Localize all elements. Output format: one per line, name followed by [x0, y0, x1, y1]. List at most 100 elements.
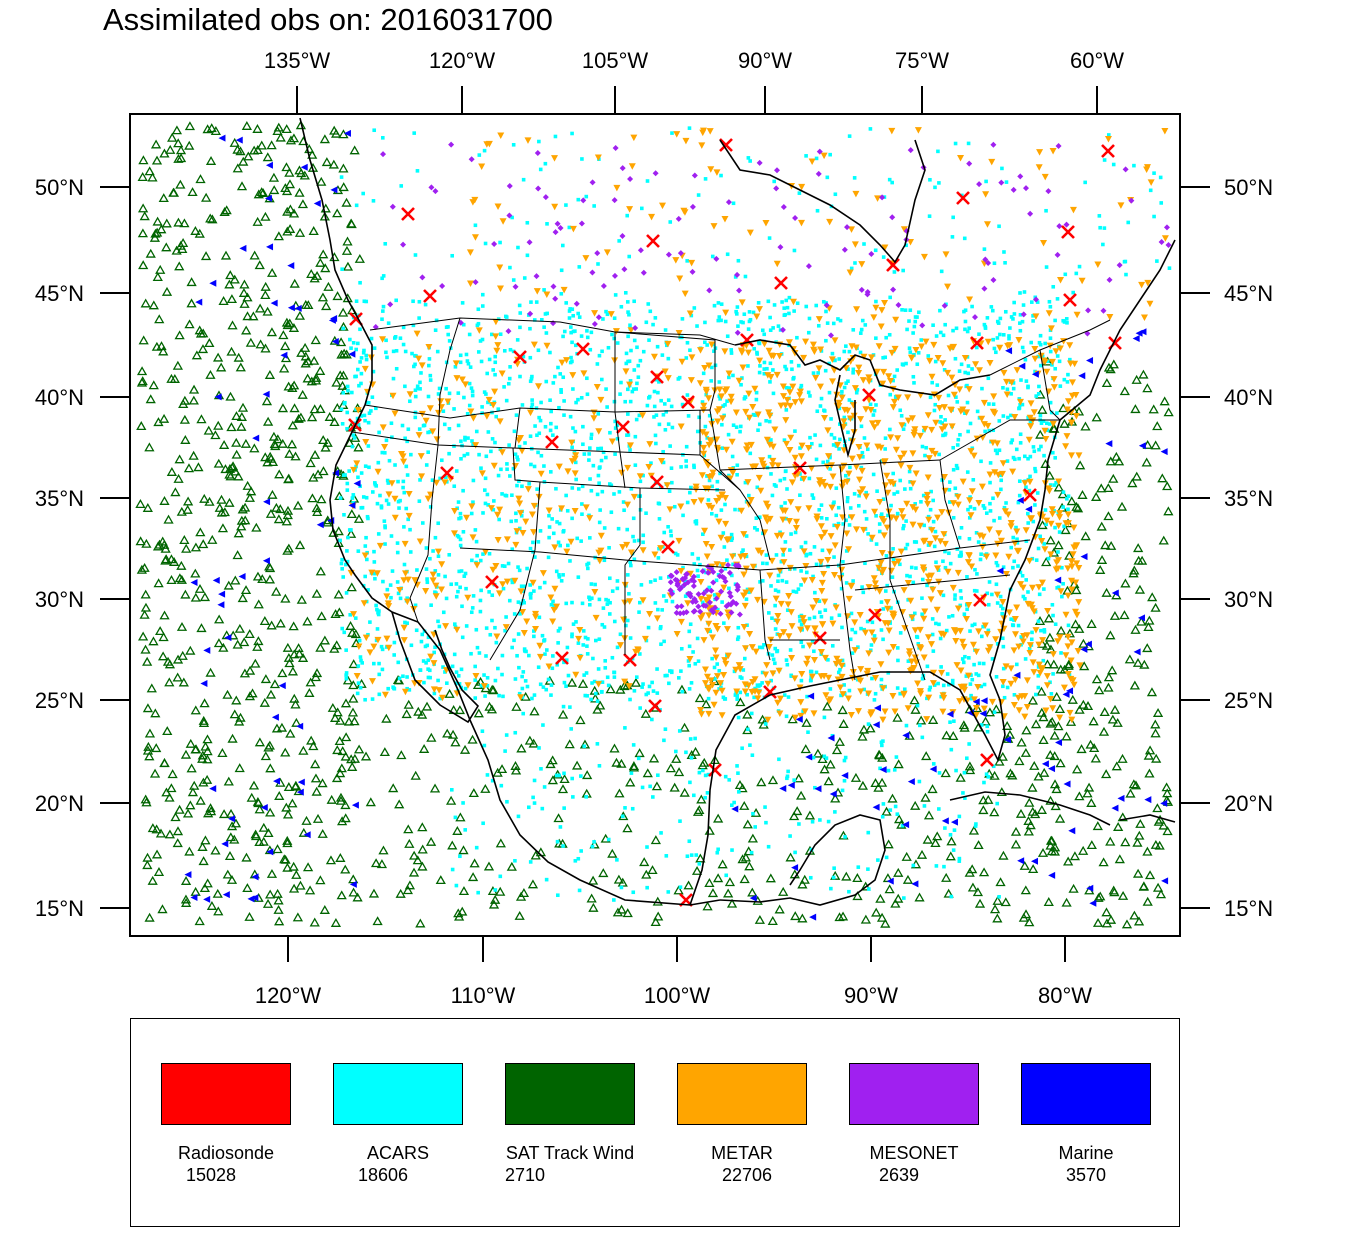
acars-marker	[633, 463, 638, 467]
sat-track-wind-marker	[231, 437, 242, 447]
acars-marker	[641, 682, 645, 686]
sat-track-wind-marker	[234, 716, 245, 726]
acars-marker	[916, 351, 921, 355]
sat-track-wind-marker	[1035, 429, 1046, 439]
acars-marker	[459, 439, 463, 444]
acars-marker	[1029, 637, 1034, 642]
sat-track-wind-marker	[1019, 860, 1030, 870]
metar-marker	[713, 561, 721, 568]
sat-track-wind-marker	[346, 582, 357, 592]
acars-marker	[920, 612, 924, 617]
acars-marker	[730, 573, 734, 578]
acars-marker	[930, 380, 934, 385]
acars-marker	[697, 770, 702, 775]
acars-marker	[936, 681, 940, 686]
acars-marker	[669, 466, 674, 470]
metar-marker	[745, 501, 753, 509]
metar-marker	[530, 502, 538, 510]
acars-marker	[516, 457, 520, 462]
sat-track-wind-marker	[413, 706, 424, 716]
acars-marker	[339, 175, 344, 179]
sat-track-wind-marker	[692, 806, 704, 816]
sat-track-wind-marker	[1096, 483, 1107, 493]
acars-marker	[392, 640, 397, 645]
metar-marker	[1066, 342, 1074, 349]
metar-marker	[622, 368, 630, 375]
acars-marker	[1056, 585, 1061, 589]
acars-marker	[853, 261, 857, 265]
acars-marker	[375, 627, 380, 631]
metar-marker	[697, 706, 705, 714]
sat-track-wind-marker	[284, 318, 295, 328]
acars-marker	[1159, 201, 1164, 205]
sat-track-wind-marker	[164, 677, 175, 687]
metar-marker	[931, 535, 939, 542]
acars-marker	[808, 551, 813, 556]
acars-marker	[881, 355, 885, 360]
metar-marker	[1042, 707, 1050, 714]
sat-track-wind-marker	[1103, 511, 1114, 521]
sat-track-wind-marker	[280, 353, 292, 363]
acars-marker	[443, 670, 447, 674]
acars-marker	[421, 423, 426, 428]
sat-track-wind-marker	[605, 684, 616, 694]
metar-marker	[705, 710, 713, 718]
acars-marker	[415, 568, 419, 572]
acars-marker	[535, 433, 539, 438]
acars-marker	[922, 428, 926, 433]
acars-marker	[866, 867, 870, 871]
sat-track-wind-marker	[484, 701, 495, 711]
acars-marker	[895, 686, 900, 690]
acars-marker	[551, 599, 555, 604]
sat-track-wind-marker	[316, 494, 327, 504]
acars-marker	[480, 292, 485, 297]
metar-marker	[773, 371, 781, 379]
metar-marker	[935, 394, 943, 402]
metar-marker	[916, 522, 924, 530]
acars-marker	[738, 690, 743, 695]
acars-marker	[977, 661, 982, 666]
metar-marker	[940, 531, 948, 538]
sat-track-wind-marker	[137, 376, 148, 386]
acars-marker	[538, 682, 543, 687]
acars-marker	[709, 379, 713, 383]
sat-track-wind-marker	[417, 822, 428, 832]
acars-marker	[1039, 628, 1043, 633]
sat-track-wind-marker	[483, 861, 495, 871]
metar-marker	[931, 450, 939, 458]
sat-track-wind-marker	[1054, 813, 1066, 823]
acars-marker	[757, 422, 762, 427]
acars-marker	[973, 824, 978, 828]
acars-marker	[932, 544, 937, 549]
sat-track-wind-marker	[320, 442, 331, 452]
acars-marker	[994, 674, 999, 679]
sat-track-wind-marker	[1020, 885, 1031, 895]
acars-marker	[804, 304, 809, 309]
acars-marker	[519, 514, 524, 518]
sat-track-wind-marker	[940, 768, 951, 778]
metar-marker	[1031, 355, 1039, 363]
sat-track-wind-marker	[304, 885, 316, 895]
sat-track-wind-marker	[190, 226, 201, 235]
sat-track-wind-marker	[264, 574, 276, 584]
metar-marker	[877, 661, 885, 668]
acars-marker	[505, 799, 509, 804]
acars-marker	[483, 476, 488, 481]
acars-marker	[341, 390, 346, 395]
acars-marker	[662, 639, 666, 644]
sat-track-wind-marker	[265, 763, 276, 773]
acars-marker	[1051, 672, 1055, 676]
metar-marker	[1042, 436, 1050, 443]
acars-marker	[646, 302, 651, 306]
sat-track-wind-marker	[1108, 359, 1119, 369]
sat-track-wind-marker	[910, 704, 921, 714]
acars-marker	[516, 814, 521, 819]
metar-marker	[996, 344, 1004, 352]
acars-marker	[551, 433, 555, 437]
sat-track-wind-marker	[260, 211, 271, 221]
metar-marker	[718, 492, 726, 499]
sat-track-wind-marker	[928, 715, 939, 724]
acars-marker	[480, 304, 485, 308]
acars-marker	[981, 624, 985, 629]
acars-marker	[636, 375, 641, 379]
